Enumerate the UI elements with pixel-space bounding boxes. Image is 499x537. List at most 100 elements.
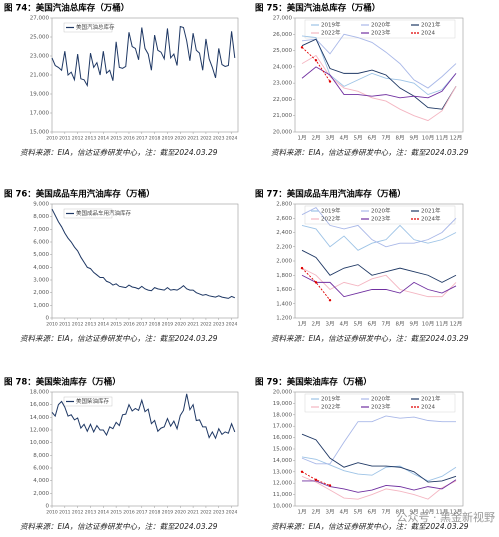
figure-caption: 图 74：美国汽油总库存（万桶） <box>4 3 129 14</box>
x-tick-label: 12月 <box>450 509 463 516</box>
y-tick-label: 27,000 <box>273 16 293 22</box>
x-tick-label: 2014 <box>98 136 110 142</box>
y-tick-label: 24,000 <box>273 64 293 70</box>
series-line <box>302 479 457 493</box>
point <box>314 281 318 284</box>
y-tick-label: 17,000 <box>273 424 293 430</box>
x-tick-label: 2月 <box>312 135 321 142</box>
x-tick-label: 2014 <box>98 322 110 328</box>
x-tick-label: 10月 <box>422 135 435 142</box>
figure-caption: 图 77：美国成品车用汽油库存（万桶） <box>255 189 406 200</box>
series-line <box>301 471 331 486</box>
y-tick-label: 1,000 <box>33 303 49 309</box>
series-line <box>301 206 457 248</box>
x-tick-label: 5月 <box>354 135 363 142</box>
x-tick-label: 2010 <box>46 136 58 142</box>
y-tick-label: 1,400 <box>276 301 292 307</box>
x-tick-label: 2022 <box>200 136 212 142</box>
series-line <box>301 456 457 482</box>
x-tick-label: 2012 <box>72 136 84 142</box>
x-tick-label: 2019 <box>162 136 174 142</box>
y-tick-label: 19,000 <box>273 401 293 407</box>
y-tick-label: 2,000 <box>276 259 292 265</box>
y-tick-label: 1,600 <box>276 287 292 293</box>
x-tick-label: 2020 <box>175 510 187 516</box>
x-tick-label: 2023 <box>213 510 225 516</box>
y-tick-label: 23,000 <box>30 54 50 60</box>
x-tick-label: 1月 <box>298 321 307 328</box>
x-tick-label: 2024 <box>226 136 238 142</box>
x-tick-label: 5月 <box>354 509 363 516</box>
legend-label: 2023年 <box>371 29 391 37</box>
y-tick-label: 18,000 <box>273 412 293 418</box>
x-tick-label: 2021 <box>187 136 199 142</box>
x-tick-label: 11月 <box>436 135 449 142</box>
y-tick-label: 12,000 <box>30 428 50 434</box>
y-tick-label: 25,000 <box>30 35 50 41</box>
x-tick-label: 2013 <box>85 510 97 516</box>
x-tick-label: 12月 <box>450 321 463 328</box>
y-tick-label: 4,000 <box>33 265 49 271</box>
point <box>300 266 304 270</box>
legend-label: 2022年 <box>321 29 341 37</box>
series-line <box>301 66 457 99</box>
x-tick-label: 2023 <box>213 322 225 328</box>
x-tick-label: 2011 <box>59 322 71 328</box>
x-tick-label: 2018 <box>149 510 161 516</box>
x-tick-label: 3月 <box>326 135 335 142</box>
legend-box <box>63 208 113 219</box>
series-line <box>51 208 235 299</box>
x-tick-label: 2022 <box>200 322 212 328</box>
x-tick-label: 3月 <box>326 321 335 328</box>
x-tick-label: 9月 <box>410 509 419 516</box>
y-tick-label: 26,000 <box>273 32 293 38</box>
x-tick-label: 1月 <box>298 509 307 516</box>
legend-label: 2021年 <box>421 395 441 403</box>
x-tick-label: 6月 <box>368 135 377 142</box>
x-tick-label: 3月 <box>326 509 335 516</box>
point <box>328 298 332 302</box>
legend-label: 2024 <box>421 31 435 37</box>
legend-label: 2024年 <box>421 215 441 223</box>
plot-frame <box>51 203 239 319</box>
source-note: 资料来源：EIA，信达证券研发中心，注：截至2024.03.29 <box>20 522 218 531</box>
source-note: 资料来源：EIA，信达证券研发中心，注：截至2024.03.29 <box>271 522 469 531</box>
legend-label: 2023年 <box>371 215 391 223</box>
x-tick-label: 2015 <box>110 322 122 328</box>
x-tick-label: 2015 <box>110 510 122 516</box>
y-tick-label: 1,200 <box>276 316 292 322</box>
y-tick-label: 2,800 <box>276 202 292 208</box>
x-tick-label: 2023 <box>213 136 225 142</box>
y-tick-label: 1,800 <box>276 273 292 279</box>
y-tick-label: 14,000 <box>30 415 50 421</box>
y-tick-label: 8,000 <box>33 214 49 220</box>
legend-label: 2020年 <box>371 21 391 29</box>
x-tick-label: 2017 <box>136 136 148 142</box>
plot-frame <box>51 391 239 507</box>
series-line <box>301 249 457 283</box>
x-tick-label: 2018 <box>149 136 161 142</box>
series-line <box>51 393 236 440</box>
series-line <box>301 267 457 298</box>
y-tick-label: 6,000 <box>33 240 49 246</box>
legend-box <box>63 396 113 407</box>
series-line <box>301 224 457 251</box>
y-tick-label: 8,000 <box>33 453 49 459</box>
y-tick-label: 21,000 <box>30 73 50 79</box>
point <box>300 46 304 49</box>
x-tick-label: 2010 <box>46 322 58 328</box>
x-tick-label: 4月 <box>340 321 349 328</box>
legend-label: 美国柴油库存 <box>76 397 110 405</box>
y-tick-label: 2,600 <box>276 216 292 222</box>
y-tick-label: 15,000 <box>30 130 50 136</box>
x-tick-label: 2014 <box>98 510 110 516</box>
y-tick-label: 2,000 <box>33 491 49 497</box>
x-tick-label: 2010 <box>46 510 58 516</box>
y-tick-label: 10,000 <box>30 440 50 446</box>
x-tick-label: 6月 <box>368 321 377 328</box>
y-tick-label: 16,000 <box>273 435 293 441</box>
legend-label: 2024 <box>421 405 435 411</box>
x-tick-label: 2020 <box>175 322 187 328</box>
y-tick-label: 5,000 <box>33 252 49 258</box>
x-tick-label: 4月 <box>340 135 349 142</box>
